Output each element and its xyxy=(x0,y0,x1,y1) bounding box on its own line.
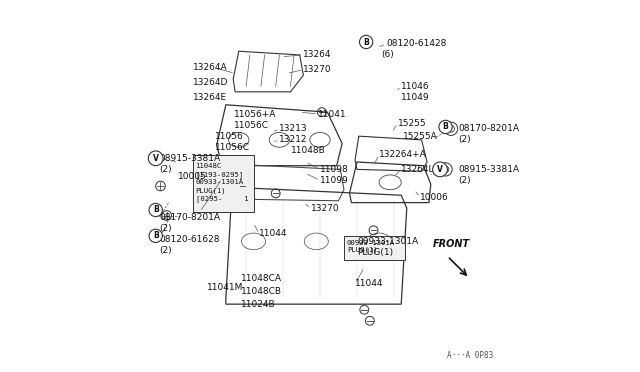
Text: 13270: 13270 xyxy=(303,65,332,74)
Text: [0295-     1: [0295- 1 xyxy=(196,195,248,202)
Text: 11049: 11049 xyxy=(401,93,430,102)
Text: (6): (6) xyxy=(381,51,394,60)
Text: (2): (2) xyxy=(159,224,172,233)
Text: 11044: 11044 xyxy=(355,279,383,288)
Text: B: B xyxy=(153,205,159,215)
Text: FRONT: FRONT xyxy=(433,239,470,249)
Text: (2): (2) xyxy=(458,176,471,185)
Text: 11056+A: 11056+A xyxy=(234,109,276,119)
Text: 08120-61628: 08120-61628 xyxy=(159,235,220,244)
Text: 13270: 13270 xyxy=(311,203,339,213)
Text: 08170-8201A: 08170-8201A xyxy=(458,124,520,133)
Text: B: B xyxy=(153,231,159,240)
Text: 00933-1301A: 00933-1301A xyxy=(347,240,395,246)
Text: 11056C: 11056C xyxy=(215,143,250,152)
Text: PLUG(1): PLUG(1) xyxy=(357,248,393,257)
Text: (2): (2) xyxy=(159,165,172,174)
Text: 11044: 11044 xyxy=(259,230,287,238)
Text: 08170-8201A: 08170-8201A xyxy=(159,213,220,222)
Text: 11041: 11041 xyxy=(318,109,347,119)
Text: 11056: 11056 xyxy=(215,132,244,141)
Text: 00933-1301A: 00933-1301A xyxy=(357,237,418,246)
Text: 08915-3381A: 08915-3381A xyxy=(458,165,520,174)
Text: 15255A: 15255A xyxy=(403,132,438,141)
Text: 11099: 11099 xyxy=(320,176,349,185)
Text: 11024B: 11024B xyxy=(241,300,275,309)
Text: PLUG(1): PLUG(1) xyxy=(347,247,378,253)
Text: (2): (2) xyxy=(458,135,471,144)
Text: 11048B: 11048B xyxy=(291,147,325,155)
Text: 13212: 13212 xyxy=(280,135,308,144)
Text: V: V xyxy=(153,154,159,163)
Text: 13264E: 13264E xyxy=(193,93,227,102)
Text: B: B xyxy=(364,38,369,46)
Text: 00933-1301A: 00933-1301A xyxy=(196,179,244,185)
Text: 13264D: 13264D xyxy=(193,78,228,87)
Text: PLUG(1): PLUG(1) xyxy=(196,187,226,193)
Text: 13264A: 13264A xyxy=(193,63,227,72)
Circle shape xyxy=(433,162,447,177)
Text: A···A 0P83: A···A 0P83 xyxy=(447,350,493,359)
Text: 10005: 10005 xyxy=(178,172,207,181)
Text: 11048C: 11048C xyxy=(196,163,222,169)
Text: 11048CB: 11048CB xyxy=(241,287,282,296)
Text: V: V xyxy=(437,165,443,174)
Text: 132264+A: 132264+A xyxy=(379,150,427,159)
Circle shape xyxy=(360,35,372,49)
Circle shape xyxy=(149,229,163,243)
Text: 11048CA: 11048CA xyxy=(241,274,282,283)
Text: 11046: 11046 xyxy=(401,82,430,91)
FancyBboxPatch shape xyxy=(344,236,405,260)
Text: 13213: 13213 xyxy=(280,124,308,133)
Circle shape xyxy=(148,151,163,166)
Text: 08120-61428: 08120-61428 xyxy=(387,39,447,48)
Text: 11041M: 11041M xyxy=(207,283,244,292)
Text: 13264L: 13264L xyxy=(401,165,435,174)
Text: 08915-3381A: 08915-3381A xyxy=(159,154,221,163)
FancyBboxPatch shape xyxy=(193,155,253,212)
Text: 15255: 15255 xyxy=(397,119,426,128)
Text: 11098: 11098 xyxy=(320,165,349,174)
Text: 11056C: 11056C xyxy=(234,121,269,129)
Text: B: B xyxy=(443,122,449,131)
Circle shape xyxy=(149,203,163,217)
Text: 13264: 13264 xyxy=(303,51,332,60)
Text: [1193-0295]: [1193-0295] xyxy=(196,171,244,177)
Circle shape xyxy=(439,120,452,134)
Text: (2): (2) xyxy=(159,246,172,255)
Text: 10006: 10006 xyxy=(420,193,449,202)
